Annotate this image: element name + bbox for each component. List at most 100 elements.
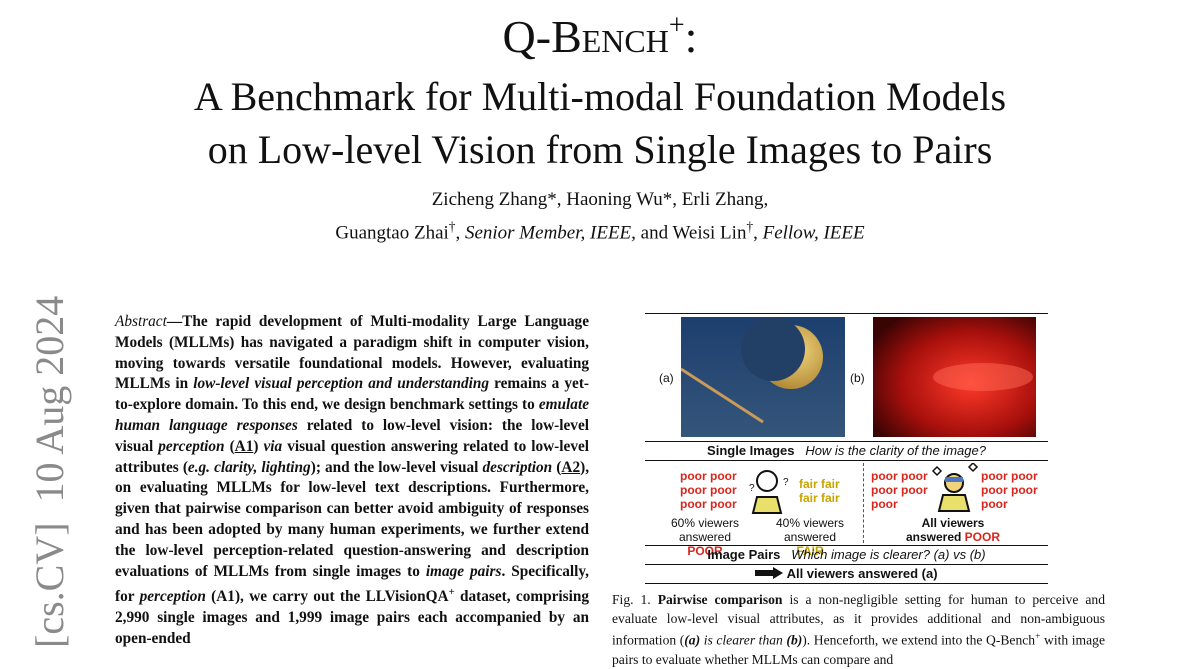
text-run: Zicheng Zhang*, Haoning Wu*, Erli Zhang,: [431, 189, 769, 210]
caption: Fig. 1. Pairwise comparison is a non-neg…: [612, 590, 1105, 669]
pair-row: Image Pairs Which image is clearer? (a) …: [645, 545, 1048, 565]
arxiv-stamp: [cs.CV] 10 Aug 2024: [27, 295, 72, 648]
text-run: remains a yet-to-explore domain. To this…: [115, 375, 590, 414]
stat-emph: POOR: [964, 530, 1001, 544]
fair-text: fair fair: [799, 491, 840, 505]
fair-text: fair fair: [799, 477, 840, 491]
right-poor-a: poor poor poor poor poor: [871, 469, 928, 511]
text-run: via: [263, 437, 283, 455]
left-poor-stat: 60% viewers answered POOR: [665, 516, 745, 558]
text-run: Abstract: [115, 313, 167, 330]
text-run: and Weisi Lin: [635, 222, 747, 244]
poor-text: poor: [981, 497, 1008, 511]
poor-text: poor poor: [981, 469, 1038, 483]
title-sup: +: [668, 10, 685, 41]
text-run: †: [746, 219, 754, 234]
text-run: (: [224, 437, 235, 455]
text-run: dataset, comprising 2,990 single images …: [115, 588, 589, 648]
stat: All viewers: [921, 516, 985, 530]
text-run: ,: [455, 222, 465, 244]
poor-text: poor poor: [680, 497, 737, 511]
text-run: description: [482, 458, 553, 476]
text-run: (: [552, 458, 562, 476]
text-run: (A1), we carry out the LLVisionQA: [205, 588, 449, 606]
svg-text:?: ?: [783, 477, 789, 488]
stat-emph: POOR: [687, 544, 723, 558]
answer-row: All viewers answered (a): [645, 565, 1048, 584]
title: Q-Bench+:: [0, 10, 1200, 63]
text-run: (b): [786, 632, 803, 648]
text-run: +: [448, 586, 455, 599]
subtitle-line: A Benchmark for Multi-modal Foundation M…: [193, 74, 1007, 119]
text-run: +: [1035, 632, 1041, 642]
author-line: Guangtao Zhai†, Senior Member, IEEE, and…: [0, 213, 1200, 246]
text-run: †: [448, 219, 456, 234]
text-run: is clearer than: [700, 632, 787, 648]
svg-text:?: ?: [749, 483, 755, 494]
image-a: [681, 317, 845, 437]
text-run: Fellow, IEEE: [762, 222, 865, 244]
poor-text: poor: [871, 497, 898, 511]
figure: (a) (b) Single Images How is the clarity…: [645, 313, 1048, 586]
divider: [863, 463, 864, 543]
viewer-icon: ??: [749, 470, 789, 514]
text-run: ,: [753, 222, 763, 244]
pair-title: Image Pairs: [707, 547, 781, 562]
stat: answered: [905, 530, 965, 544]
viewer-icon: [931, 463, 979, 512]
pair-question: Which image is clearer? (a) vs (b): [791, 547, 986, 562]
rule: [645, 313, 1048, 314]
text-run: low-level visual perception and understa…: [193, 375, 490, 393]
text-run: perception: [158, 437, 225, 455]
stat: 40% viewers: [775, 516, 845, 530]
poor-text: poor poor: [981, 483, 1038, 497]
pair-answer: All viewers answered (a): [786, 566, 938, 581]
text-run: e.g. clarity, lighting: [187, 458, 311, 476]
authors: Zicheng Zhang*, Haoning Wu*, Erli Zhang,…: [0, 186, 1200, 246]
text-run: image pairs: [425, 562, 502, 580]
poor-text: poor poor: [680, 469, 737, 483]
text-run: Senior Member, IEEE,: [464, 222, 636, 244]
left-fair-stat: 40% viewers answered FAIR: [770, 516, 850, 558]
title-name: Q-Bench: [502, 11, 669, 62]
single-row: Single Images How is the clarity of the …: [645, 441, 1048, 461]
poor-text: poor poor: [871, 469, 928, 483]
poor-text: poor poor: [871, 483, 928, 497]
abstract: Abstract—The rapid development of Multi-…: [115, 312, 589, 650]
text-run: ), on evaluating MLLMs for low-level tex…: [115, 458, 590, 580]
label-a: (a): [659, 371, 674, 385]
text-run: emulate human language responses: [115, 396, 589, 434]
page: Q-Bench+: A Benchmark for Multi-modal Fo…: [0, 10, 1200, 667]
text-run: Pairwise comparison: [657, 592, 783, 607]
text-run: (a): [684, 632, 701, 648]
text-run: perception: [139, 588, 206, 606]
single-question: How is the clarity of the image?: [805, 443, 986, 458]
poor-text: poor poor: [680, 483, 737, 497]
text-run: visual question answering related to low…: [115, 437, 590, 476]
text-run: ): [253, 437, 264, 455]
stat: answered: [678, 530, 732, 544]
text-run: —The rapid development of Multi-modality…: [115, 313, 589, 393]
text-run: A2: [561, 458, 581, 476]
label-b: (b): [850, 371, 865, 385]
title-colon: :: [684, 11, 698, 62]
arrow: [755, 567, 784, 579]
image-b: [873, 317, 1036, 437]
single-title: Single Images: [707, 443, 795, 458]
text-run: A1: [234, 437, 254, 455]
left-fair: fair fair fair fair: [799, 477, 840, 505]
stat: 60% viewers: [670, 516, 740, 530]
right-poor-b: poor poor poor poor poor: [981, 469, 1038, 511]
text-run: Guangtao Zhai: [335, 222, 449, 244]
stat-emph: FAIR: [796, 544, 824, 558]
text-run: ); and the low-level visual: [310, 458, 483, 476]
stat: answered: [783, 530, 837, 544]
author-line: Zicheng Zhang*, Haoning Wu*, Erli Zhang,: [0, 186, 1200, 213]
subtitle: A Benchmark for Multi-modal Foundation M…: [0, 70, 1200, 176]
text-run: is a non-negligible setting for human to…: [612, 592, 1105, 648]
left-poor: poor poor poor poor poor poor: [680, 469, 737, 511]
text-run: . Specifically, for: [115, 562, 590, 606]
text-run: Fig. 1.: [612, 592, 658, 607]
subtitle-line: on Low-level Vision from Single Images t…: [207, 127, 993, 172]
text-run: ). Henceforth, we extend into the Q-Benc…: [802, 632, 1036, 648]
